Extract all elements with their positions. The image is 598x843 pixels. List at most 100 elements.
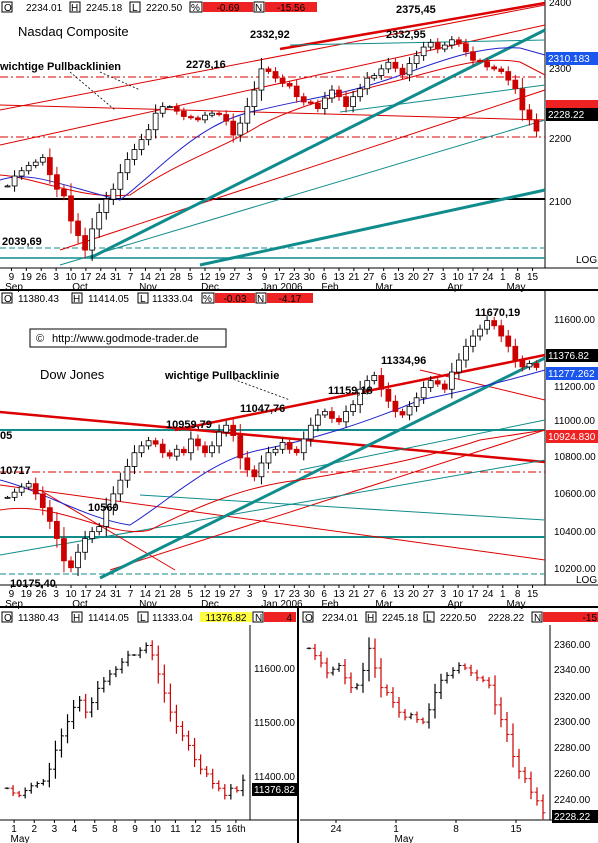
- x-tick-label: 14: [140, 589, 152, 600]
- x-month-label: Dec: [201, 599, 219, 610]
- candle-body: [526, 363, 533, 368]
- x-tick-label: 26: [36, 272, 48, 283]
- dow-hdr-o: O: [4, 294, 12, 305]
- nas-pullback-label: wichtige Pullbacklinien: [0, 61, 121, 73]
- dows-hdr-lv: 11333.04: [152, 613, 193, 624]
- candle-body: [385, 61, 392, 70]
- x-tick-label: 24: [482, 589, 494, 600]
- candle-body: [272, 71, 279, 79]
- candle-body: [82, 538, 88, 553]
- x-tick-label: 15: [210, 824, 222, 835]
- candle-body: [202, 114, 208, 121]
- nas-tag-2: 2228.22: [548, 110, 585, 121]
- x-tick-label: 17: [80, 272, 92, 283]
- candle-body: [25, 165, 32, 172]
- nas-hdr-chg: -0.69: [217, 3, 240, 14]
- candle-body: [307, 101, 314, 104]
- candle-body: [89, 531, 96, 539]
- x-tick-label: 23: [289, 589, 301, 600]
- dow-hdr-nv: -4.17: [279, 294, 302, 305]
- dows-hdr-ov: 11380.43: [18, 613, 59, 624]
- dows-hdr-last: 11376.82: [206, 613, 247, 624]
- dow-annot: 10717: [0, 465, 31, 477]
- x-month-label: Mar: [375, 282, 393, 293]
- x-tick-label: 19: [214, 272, 226, 283]
- candle-body: [441, 383, 448, 390]
- x-month-label: Feb: [321, 282, 339, 293]
- x-month-label: Dec: [201, 282, 219, 293]
- candle-body: [223, 424, 230, 433]
- nas-hdr-l: L: [132, 3, 138, 14]
- candle-body: [46, 157, 53, 176]
- candle-body: [399, 67, 406, 76]
- candle-body: [484, 61, 490, 68]
- dow-annot: 11047,76: [240, 403, 285, 415]
- candle-body: [195, 117, 201, 121]
- candle-body: [173, 106, 180, 112]
- candle-body: [456, 359, 462, 373]
- x-tick-label: 8: [112, 824, 118, 835]
- dow-intraday-panel: O 11380.43 H 11414.05 L 11333.04 11376.8…: [0, 608, 299, 843]
- candle-body: [159, 443, 166, 454]
- candle-body: [378, 375, 385, 390]
- x-tick-label: 6: [321, 272, 327, 283]
- nas-hdr-lv: 2220.50: [146, 3, 183, 14]
- x-tick-label: 1: [500, 589, 506, 600]
- x-tick-label: 16th: [226, 824, 245, 835]
- dow-tag-2: 11277.262: [548, 369, 595, 380]
- x-month-label: Oct: [72, 599, 88, 610]
- nass-hdr-lv: 2220.50: [440, 613, 477, 624]
- dow-ytick: 10600.00: [554, 489, 596, 500]
- x-tick-label: 24: [330, 824, 342, 835]
- x-tick-label: 27: [229, 589, 241, 600]
- candle-body: [293, 448, 300, 454]
- candle-body: [265, 452, 272, 464]
- candle-body: [491, 320, 498, 327]
- x-tick-label: 3: [247, 272, 253, 283]
- candle-body: [300, 438, 307, 454]
- nass-hdr-hv: 2245.18: [382, 613, 419, 624]
- dow-log-label: LOG: [576, 575, 597, 586]
- candle-body: [279, 77, 286, 84]
- candle-body: [216, 431, 222, 447]
- candle-body: [505, 335, 512, 347]
- candle-body: [68, 560, 74, 569]
- candle-body: [188, 116, 194, 119]
- candle-body: [166, 452, 173, 457]
- nas-annot: 2332,92: [250, 29, 290, 41]
- candle-body: [96, 211, 103, 230]
- x-tick-label: 17: [467, 272, 479, 283]
- candle-body: [371, 75, 378, 79]
- x-tick-label: 6: [321, 589, 327, 600]
- candle-body: [286, 83, 293, 87]
- candle-body: [448, 39, 455, 46]
- candle-body: [138, 139, 145, 150]
- candle-body: [350, 96, 356, 107]
- x-month-label: Nov: [139, 282, 157, 293]
- candle-body: [244, 457, 251, 471]
- candle-body: [491, 66, 498, 70]
- candle-body: [145, 129, 152, 141]
- x-tick-label: 8: [515, 272, 521, 283]
- x-month-label: Apr: [447, 599, 463, 610]
- candle-body: [385, 388, 392, 402]
- dows-ytick: 11500.00: [254, 718, 295, 729]
- dow-annot: 10959,79: [166, 419, 212, 431]
- candle-body: [307, 424, 314, 440]
- x-tick-label: 13: [393, 589, 405, 600]
- source-url[interactable]: http://www.godmode-trader.de: [52, 333, 199, 345]
- candle-body: [4, 185, 11, 188]
- x-tick-label: 9: [132, 824, 138, 835]
- dow-hdr-l: L: [140, 294, 146, 305]
- candle-body: [75, 551, 81, 569]
- candle-body: [448, 371, 455, 390]
- x-tick-label: 2: [31, 824, 37, 835]
- candle-body: [152, 112, 159, 131]
- x-tick-label: 19: [214, 589, 226, 600]
- candle-body: [314, 102, 321, 109]
- candle-body: [343, 411, 349, 423]
- x-tick-label: 9: [262, 272, 268, 283]
- nas-hdr-ov: 2234.01: [26, 3, 63, 14]
- candle-body: [110, 188, 117, 200]
